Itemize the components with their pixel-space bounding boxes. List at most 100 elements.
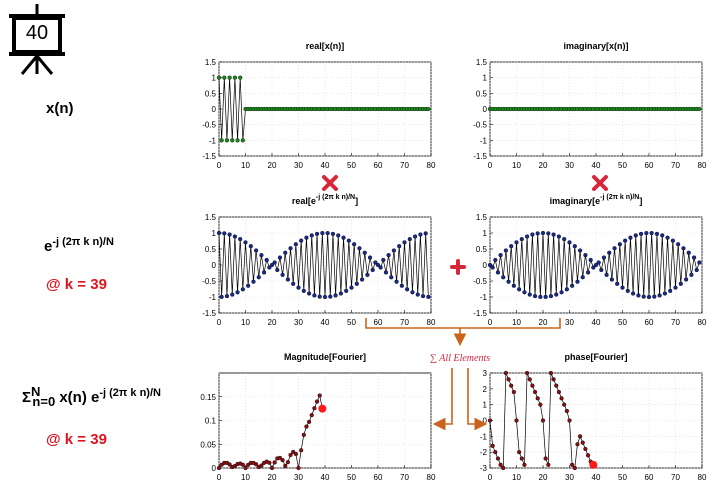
data-point [599, 267, 604, 273]
data-point [580, 275, 585, 280]
data-point [530, 232, 535, 237]
multiply-icon-right [592, 175, 608, 191]
data-point [293, 451, 298, 457]
data-point [283, 463, 288, 468]
data-point [577, 434, 583, 439]
data-point [583, 446, 588, 452]
y-tick-label: -0.5 [202, 277, 216, 286]
sum-symbol: Σ [22, 389, 32, 406]
x-tick-label: 50 [618, 318, 627, 327]
data-point [373, 260, 378, 265]
x-tick-label: 80 [698, 318, 707, 327]
x-tick-label: 60 [645, 318, 654, 327]
data-point [283, 250, 288, 255]
sum-upper: N [31, 384, 41, 399]
data-point [551, 377, 556, 382]
y-tick-label: 0.5 [205, 245, 217, 254]
x-tick-label: 30 [565, 161, 574, 170]
data-point [243, 465, 248, 471]
data-point [657, 293, 662, 298]
y-tick-label: 0 [483, 261, 488, 270]
x-tick-label: 50 [347, 473, 356, 482]
data-point [232, 234, 237, 239]
data-point [517, 287, 522, 292]
data-point [540, 418, 546, 423]
y-tick-label: 1 [483, 74, 488, 83]
chart-imag_kernel: 1.510.50-0.5-1-1.50 10 20 30 40 50 60 70 80imagi… [473, 194, 707, 327]
data-point [219, 138, 224, 143]
x-tick-label: 40 [321, 161, 330, 170]
data-point [307, 291, 312, 296]
data-point [375, 262, 381, 268]
data-point [407, 237, 412, 242]
data-point [572, 244, 577, 249]
data-point [689, 272, 694, 277]
data-point [405, 287, 410, 292]
data-point [604, 272, 609, 277]
data-point [503, 248, 508, 253]
data-point [299, 448, 304, 453]
data-point [697, 260, 702, 265]
data-point [254, 462, 259, 467]
y-tick-label: -2 [480, 448, 488, 457]
sum-exponent: -j (2π k n)/N [99, 387, 161, 399]
x-tick-label: 30 [294, 318, 303, 327]
y-tick-label: 1.5 [476, 213, 488, 222]
data-point [314, 399, 320, 404]
y-tick-label: 1 [483, 229, 488, 238]
data-point [338, 291, 343, 296]
x-tick-label: 70 [400, 318, 409, 327]
title-end: ] [355, 196, 358, 206]
data-point [312, 406, 317, 411]
data-point [519, 456, 524, 461]
data-point [288, 246, 293, 251]
data-point [341, 235, 346, 240]
data-point [370, 267, 375, 273]
x-tick-label: 10 [241, 161, 250, 170]
data-point [227, 75, 232, 80]
data-point [691, 255, 697, 260]
y-tick-label: 2 [483, 385, 488, 394]
sum-connector-arrows [365, 318, 561, 431]
data-point [360, 277, 365, 282]
y-tick-label: -1 [480, 432, 488, 441]
slide-badge: 40 [6, 4, 68, 76]
data-point [636, 293, 641, 298]
x-tick-label: 10 [241, 318, 250, 327]
data-point [240, 138, 245, 143]
data-point [254, 248, 259, 253]
data-point [519, 237, 524, 242]
x-tick-label: 0 [488, 161, 493, 170]
data-point [301, 288, 306, 293]
data-point [623, 238, 628, 243]
data-point [280, 458, 285, 463]
slide-number: 40 [25, 22, 49, 44]
data-point [641, 294, 646, 299]
data-point [304, 424, 309, 429]
data-point [509, 383, 514, 388]
y-tick-label: 1.5 [205, 58, 217, 67]
data-point [678, 281, 683, 286]
x-tick-label: 20 [539, 473, 548, 482]
y-tick-label: 3 [483, 369, 488, 378]
chart-title: imaginary[x(n)] [563, 41, 628, 51]
data-point [246, 283, 251, 288]
data-point [285, 277, 290, 282]
x-tick-label: 40 [592, 161, 601, 170]
data-point [309, 233, 314, 238]
data-point [238, 237, 243, 242]
data-point [501, 275, 506, 280]
x-tick-label: 20 [268, 473, 277, 482]
chart-imag_x: 1.510.50-0.5-1-1.50 10 20 30 40 50 60 70 80imagi… [473, 41, 707, 170]
data-point [503, 370, 508, 376]
y-tick-label: 0 [483, 105, 488, 114]
x-tick-label: 60 [374, 161, 383, 170]
data-point [216, 465, 222, 471]
data-point [495, 456, 501, 461]
data-point [272, 460, 277, 465]
data-point [609, 277, 614, 282]
data-point [296, 285, 301, 290]
x-tick-label: 80 [427, 473, 436, 482]
data-point [354, 281, 359, 286]
